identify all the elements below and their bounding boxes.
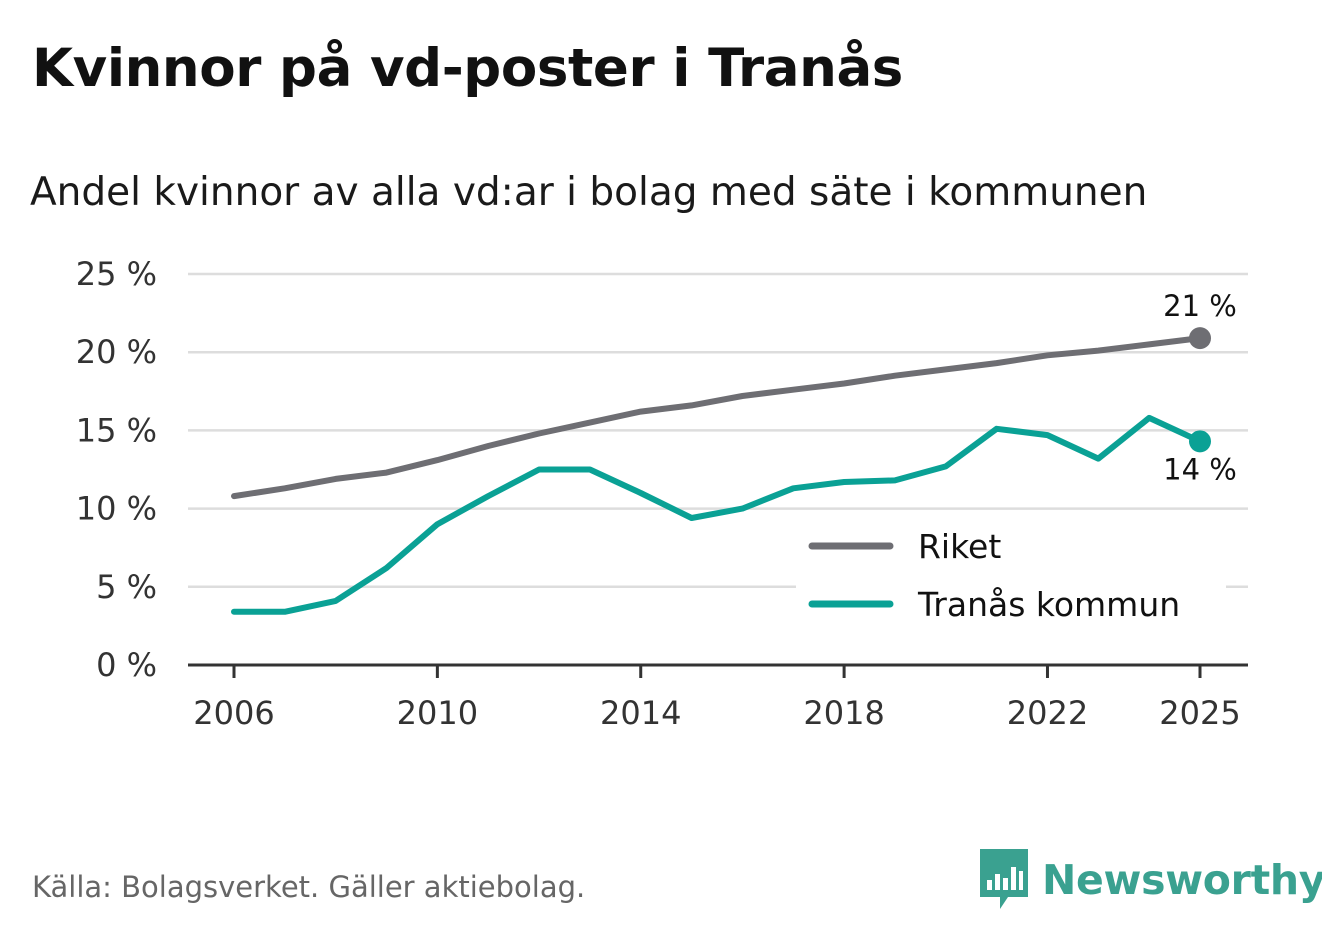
y-tick-label: 25 % (76, 255, 157, 293)
series-line-tranas (231, 414, 1203, 615)
series-lines (231, 335, 1203, 615)
end-value-label: 14 % (1163, 452, 1237, 486)
legend-background (796, 522, 1226, 632)
series-line-riket (231, 335, 1203, 500)
chart-subtitle: Andel kvinnor av alla vd:ar i bolag med … (30, 170, 1148, 215)
x-tick-label: 2006 (193, 694, 274, 732)
newsworthy-logo: Newsworthy (980, 848, 1322, 912)
x-tick-label: 2025 (1159, 694, 1240, 732)
y-tick-label: 20 % (76, 333, 157, 371)
x-tick-label: 2018 (803, 694, 884, 732)
legend: Riket Tranås kommun (796, 522, 1226, 632)
chart-title: Kvinnor på vd-poster i Tranås (32, 38, 903, 99)
y-tick-label: 0 % (96, 646, 157, 684)
y-axis-tick-labels: 0 % 5 % 10 % 15 % 20 % 25 % (76, 255, 157, 684)
y-tick-label: 10 % (76, 490, 157, 528)
end-labels: 21 % 14 % (1163, 289, 1237, 486)
legend-label: Riket (918, 527, 1001, 566)
y-tick-label: 5 % (96, 568, 157, 606)
x-axis: 2006 2010 2014 2018 2022 2025 (188, 663, 1248, 732)
y-tick-label: 15 % (76, 411, 157, 449)
end-point-tranas (1189, 430, 1211, 453)
bar-chart-speech-bubble-icon (980, 849, 1028, 909)
source-note: Källa: Bolagsverket. Gäller aktiebolag. (32, 870, 586, 904)
brand-name: Newsworthy (1042, 856, 1322, 904)
end-value-label: 21 % (1163, 289, 1237, 323)
x-tick-label: 2022 (1007, 694, 1088, 732)
x-tick-label: 2014 (600, 694, 681, 732)
x-tick-label: 2010 (397, 694, 478, 732)
legend-label: Tranås kommun (917, 585, 1180, 624)
end-point-riket (1189, 327, 1211, 350)
